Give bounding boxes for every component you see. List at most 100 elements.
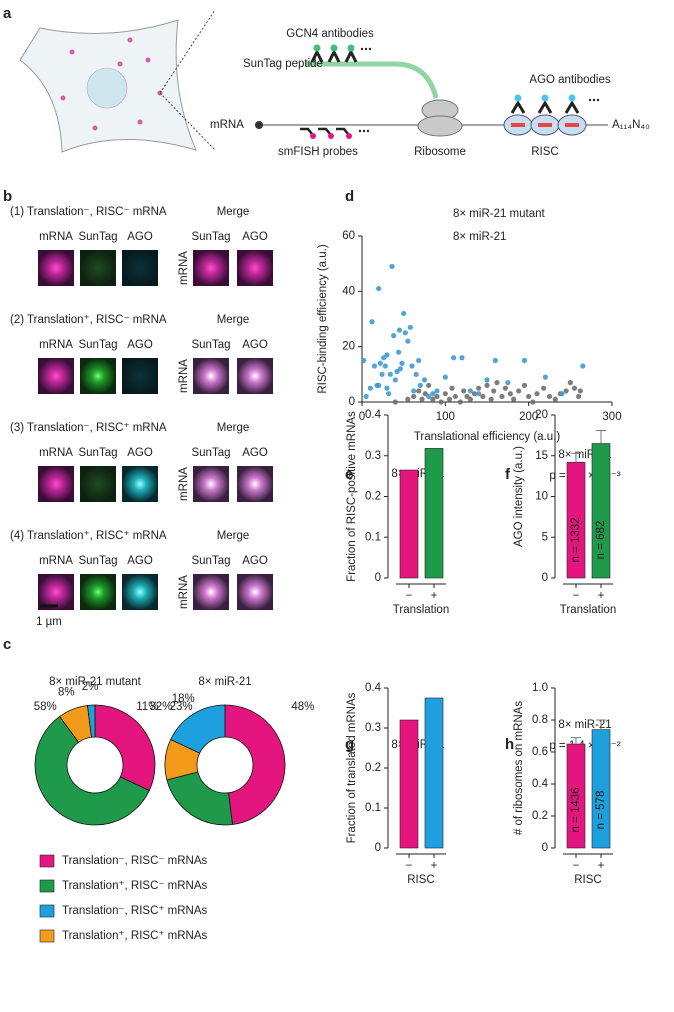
scatter-point [546,393,553,400]
y-tick-label: 10 [535,491,548,503]
scatter-point [376,285,382,292]
scatter-point [363,393,369,400]
bar [424,697,444,849]
legend-label: Translation⁺, RISC⁺ mRNAs [62,930,208,942]
x-tick-label: − [573,860,580,872]
merge-title: Merge [217,314,250,326]
legend-swatch [39,904,55,918]
nucleus [86,67,128,109]
x-axis-label: Translation [560,604,616,616]
value-label: 11% [136,701,158,713]
scatter-point [452,393,458,400]
merge-side-label: mRNA [178,467,190,501]
channel-label: SunTag [78,339,117,351]
merge-channel-label: SunTag [191,231,230,243]
merge-micrograph [193,250,229,286]
scatter-point [409,363,415,369]
scatter-point [384,352,390,358]
y-tick-label: 1.0 [532,682,548,694]
channel-label: SunTag [78,555,117,567]
merge-micrograph [193,574,229,610]
scatter-point [459,355,465,361]
channel-label: SunTag [78,447,117,459]
merge-channel-label: AGO [242,555,268,567]
bar-label: n = 1436 [570,787,582,832]
scatter-point [419,396,425,402]
x-tick-label: 0 [359,411,365,423]
suntag-peptide [305,61,439,99]
micrograph [38,574,74,610]
y-tick-label: 60 [342,230,355,242]
legend-label: 8× miR-21 mutant [453,208,546,220]
scatter-point [405,338,411,344]
x-tick-label: 100 [436,411,455,423]
scatter-point [417,382,423,388]
scatter-point [376,382,382,388]
bar-label: n = 682 [595,521,607,560]
y-tick-label: 0 [542,842,548,854]
donut-segment [224,704,286,825]
scatter-point [446,396,453,402]
diagram-label: Ribosome [414,146,466,158]
legend-label: Translation⁻, RISC⁻ mRNAs [62,855,208,867]
donut-segment [166,771,233,826]
scatter-point [577,388,583,394]
y-axis-label: AGO intensity (a.u.) [513,446,525,547]
x-axis-label: Translation [393,604,449,616]
y-tick-label: 0.6 [532,746,548,758]
scatter-point [416,357,422,364]
scatter-point [434,388,440,394]
diagram-label: SunTag peptide [243,58,323,70]
scatter-point [391,333,397,339]
probe-dyes [310,133,352,139]
panel-letter: g [345,736,354,753]
merge-channel-label: SunTag [191,447,230,459]
scatter-point [361,357,367,364]
legend-label: 8× miR-21 [453,231,506,243]
legend-label: Translation⁻, RISC⁺ mRNAs [62,905,208,917]
scatter-point [405,396,411,402]
y-tick-label: 0.4 [532,778,549,790]
y-tick-label: 5 [542,531,548,543]
y-axis-label: # of ribosomes on mRNAs [513,701,525,835]
panel-letter: c [3,636,11,653]
y-tick-label: 0 [349,396,355,408]
scatter-point [534,391,540,397]
smfish-probes [300,127,349,135]
micrograph [38,358,74,394]
scatter-point [494,380,500,386]
scatter-point [389,263,395,270]
scatter-point [511,396,517,402]
scatter-point [552,396,558,402]
y-tick-label: 0 [375,842,381,854]
scatter-point [396,327,403,333]
panel-letter: h [505,736,514,753]
y-tick-label: 0.2 [365,762,381,774]
merge-title: Merge [217,530,250,542]
value-label: 58% [34,701,57,713]
micrograph [80,466,116,502]
scatter-point [387,371,393,377]
merge-micrograph [237,466,273,502]
micrograph [122,574,158,610]
micrograph [122,250,158,286]
micrograph [80,574,116,610]
scatter-point [392,399,398,405]
donut-segment [170,704,226,754]
scatter-point [571,385,578,391]
x-tick-label: − [573,590,580,602]
merge-micrograph [193,358,229,394]
row-title: (2) Translation⁺, RISC⁻ mRNA [10,314,167,326]
scatter-point [499,393,505,400]
scatter-point [399,360,405,366]
micrograph [38,466,74,502]
scatter-point [541,385,547,391]
merge-micrograph [193,466,229,502]
y-axis-label: Fraction of RISC-positive mRNAs [346,411,358,582]
scatter-point [467,388,473,394]
channel-label: AGO [127,555,153,567]
zoom-line [159,92,216,151]
scatter-point [559,391,565,397]
merge-channel-label: AGO [242,447,268,459]
